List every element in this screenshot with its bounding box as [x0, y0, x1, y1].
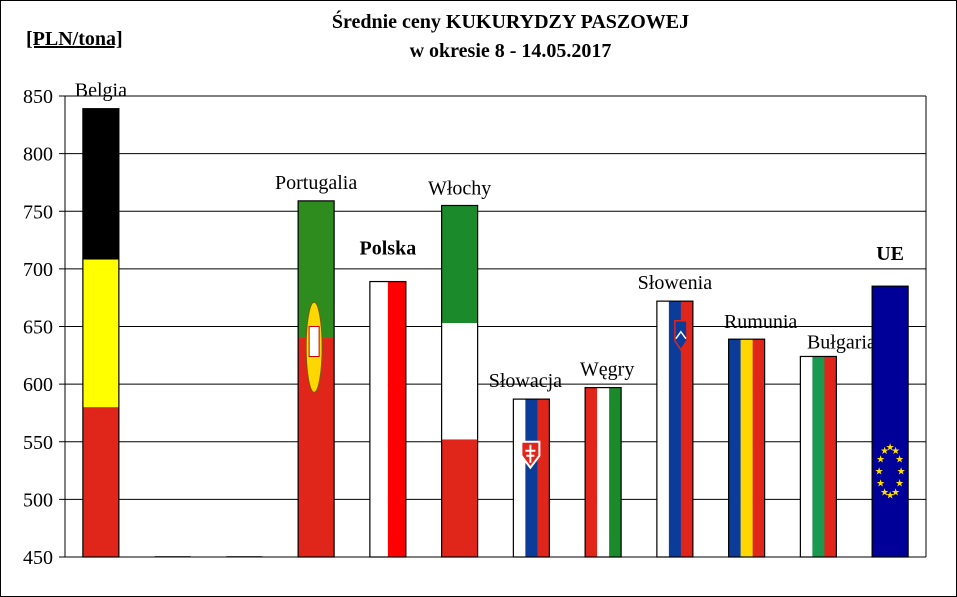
- svg-text:★: ★: [895, 479, 904, 490]
- bar: [728, 338, 766, 558]
- y-tick-label: 700: [23, 259, 53, 281]
- data-label: Słowenia: [638, 272, 713, 294]
- data-label: Słowacja: [489, 370, 562, 392]
- bar: [369, 280, 407, 558]
- chart-subtitle: w okresie 8 - 14.05.2017: [409, 40, 612, 62]
- data-label: Portugalia: [275, 172, 357, 194]
- bar: [297, 200, 335, 558]
- data-label: Belgia: [75, 80, 127, 102]
- bar: [584, 386, 622, 558]
- y-tick-label: 550: [23, 432, 53, 454]
- y-tick-label: 600: [23, 374, 53, 396]
- svg-text:★: ★: [880, 487, 889, 498]
- y-tick-label: 750: [23, 201, 53, 223]
- data-label: Węgry: [580, 359, 634, 381]
- y-tick-label: 650: [23, 317, 53, 339]
- svg-text:★: ★: [876, 479, 885, 490]
- bar: ★★★★★★★★★★★★: [871, 285, 909, 558]
- svg-text:★: ★: [876, 455, 885, 466]
- bar: [656, 300, 694, 558]
- bar: [512, 398, 550, 558]
- svg-text:★: ★: [891, 487, 900, 498]
- data-label: UE: [876, 243, 904, 265]
- bar: [82, 108, 120, 558]
- svg-text:★: ★: [891, 446, 900, 457]
- svg-text:★: ★: [895, 455, 904, 466]
- y-tick-label: 450: [23, 547, 53, 569]
- y-axis-unit-label: [PLN/tona]: [26, 28, 123, 50]
- chart-title: Średnie ceny KUKURYDZY PASZOWEJ: [331, 11, 690, 33]
- svg-text:★: ★: [897, 467, 906, 478]
- svg-text:★: ★: [886, 491, 895, 502]
- data-label: Włochy: [428, 177, 491, 199]
- bar: [799, 355, 837, 558]
- data-label: Rumunia: [724, 311, 797, 333]
- svg-text:★: ★: [875, 467, 884, 478]
- y-tick-label: 850: [23, 86, 53, 108]
- svg-text:★: ★: [886, 443, 895, 454]
- svg-text:★: ★: [880, 446, 889, 457]
- data-label: Polska: [360, 238, 417, 260]
- y-tick-label: 800: [23, 144, 53, 166]
- data-label: Bułgaria: [807, 331, 876, 353]
- bar: [441, 204, 479, 558]
- y-tick-label: 500: [23, 489, 53, 511]
